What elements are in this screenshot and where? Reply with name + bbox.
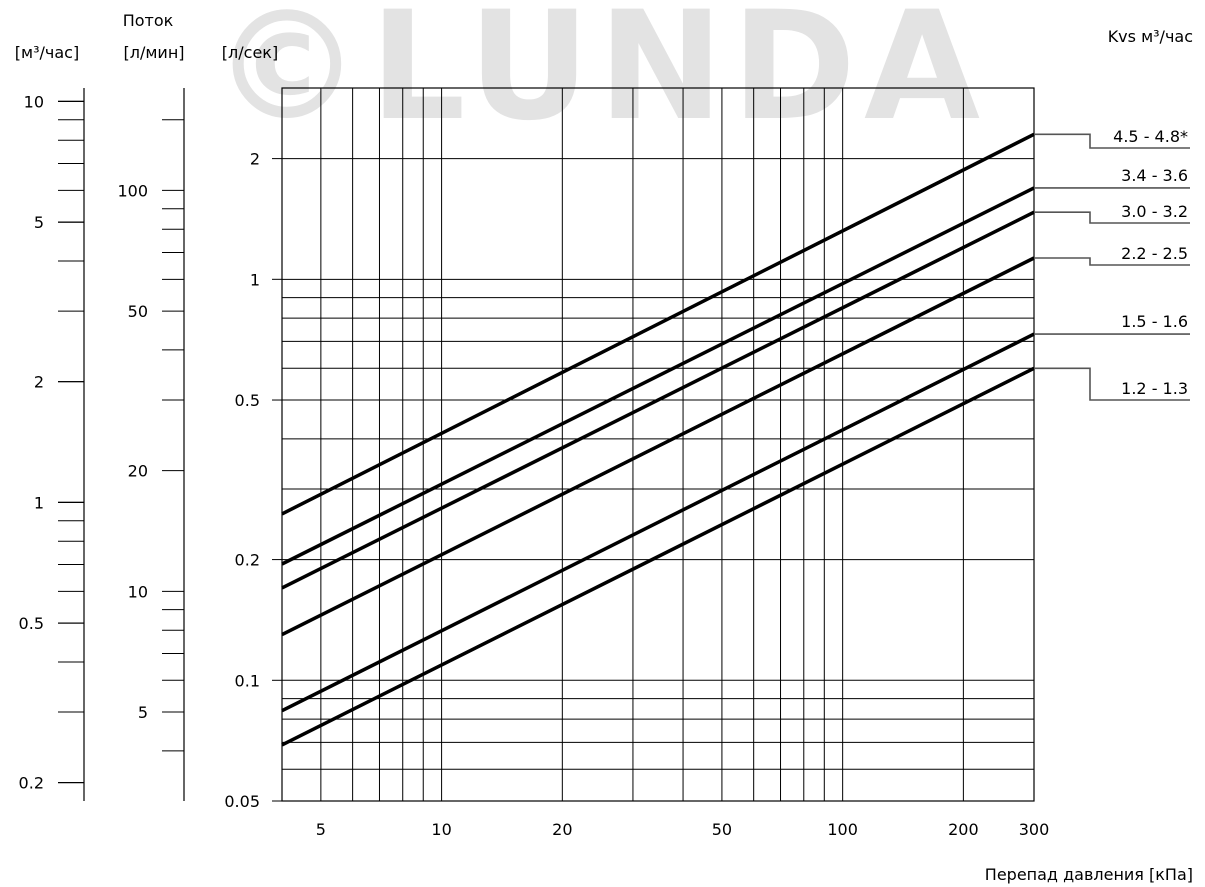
series-line xyxy=(281,186,1035,566)
x-tick-label: 100 xyxy=(827,820,858,839)
y-tick-label: 0.1 xyxy=(235,671,260,690)
series-label: 3.4 - 3.6 xyxy=(1121,166,1188,185)
y-tick-label: 0.2 xyxy=(235,551,260,570)
series-leader-line xyxy=(1034,367,1190,401)
x-axis-label: Перепад давления [кПа] xyxy=(985,865,1193,884)
series-line xyxy=(281,366,1035,747)
scale-lmin-label: 20 xyxy=(128,462,148,481)
series-line xyxy=(281,332,1035,713)
x-tick-label: 200 xyxy=(948,820,979,839)
y-tick-label: 2 xyxy=(250,150,260,169)
series-leader-line xyxy=(1034,211,1190,224)
series-label: 4.5 - 4.8* xyxy=(1113,127,1188,146)
series-label: 1.5 - 1.6 xyxy=(1121,312,1188,331)
scale-lmin: 5 10 20 50 100 xyxy=(117,88,185,801)
x-tick-label: 10 xyxy=(431,820,451,839)
kvs-title: Kvs м³/час xyxy=(1108,27,1193,46)
scale-lmin-label: 5 xyxy=(138,703,148,722)
scale-m3h: 0.2 0.5 1 2 5 10 xyxy=(19,88,85,801)
plot-lines xyxy=(281,132,1035,747)
y-tick-label: 0.5 xyxy=(235,391,260,410)
scale-m3h-label: 5 xyxy=(34,213,44,232)
y-tick-label: 0.05 xyxy=(224,792,260,811)
x-tick-label: 20 xyxy=(552,820,572,839)
series-label: 2.2 - 2.5 xyxy=(1121,244,1188,263)
series-labels: 4.5 - 4.8* 3.4 - 3.6 3.0 - 3.2 2.2 - 2.5 1.5… xyxy=(1034,127,1190,401)
series-label: 3.0 - 3.2 xyxy=(1121,202,1188,221)
plot-frame xyxy=(281,87,1035,802)
scale-m3h-label: 10 xyxy=(24,92,44,111)
unit-ls-label: [л/сек] xyxy=(222,43,278,62)
unit-m3h-label: [м³/час] xyxy=(15,43,79,62)
y-tick-labels: 0.05 0.1 0.2 0.5 1 2 xyxy=(224,150,282,811)
lunda-watermark: ©LUNDA xyxy=(212,0,988,154)
x-tick-label: 5 xyxy=(316,820,326,839)
series-line xyxy=(281,210,1035,590)
x-tick-labels: 5 10 20 50 100 200 300 xyxy=(316,820,1050,839)
x-tick-label: 50 xyxy=(712,820,732,839)
scale-m3h-label: 0.5 xyxy=(19,614,44,633)
x-tick-label: 300 xyxy=(1019,820,1050,839)
scale-m3h-label: 1 xyxy=(34,493,44,512)
scale-m3h-label: 0.2 xyxy=(19,774,44,793)
series-leader-line xyxy=(1034,257,1190,266)
series-line xyxy=(281,132,1035,516)
y-tick-label: 1 xyxy=(250,270,260,289)
series-label: 1.2 - 1.3 xyxy=(1121,379,1188,398)
scale-m3h-label: 2 xyxy=(34,373,44,392)
series-leader-line xyxy=(1034,133,1190,149)
flow-title: Поток xyxy=(123,11,174,30)
scale-lmin-label: 100 xyxy=(117,181,148,200)
scale-lmin-label: 10 xyxy=(128,582,148,601)
unit-lmin-label: [л/мин] xyxy=(123,43,184,62)
series-line xyxy=(281,256,1035,637)
scale-lmin-label: 50 xyxy=(128,302,148,321)
